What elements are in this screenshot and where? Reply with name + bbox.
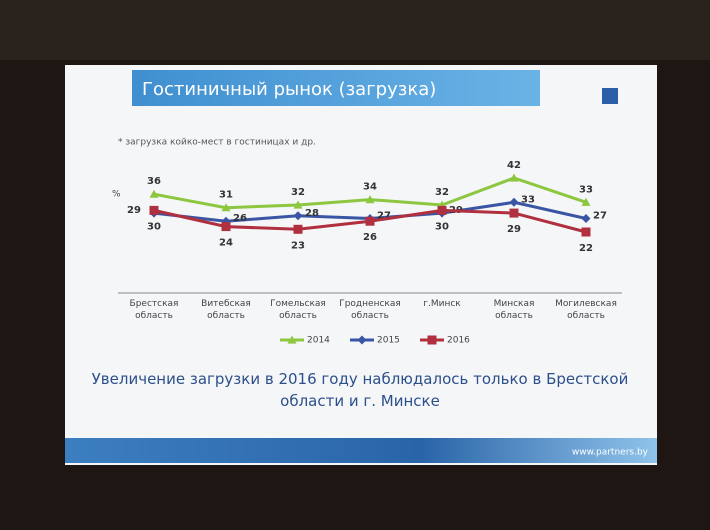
wall bbox=[0, 0, 710, 60]
marker bbox=[509, 197, 519, 207]
data-label: 30 bbox=[435, 221, 449, 232]
legend-label: 2015 bbox=[377, 336, 400, 346]
data-label: 26 bbox=[363, 232, 377, 243]
data-label: 34 bbox=[363, 182, 377, 193]
data-label: 31 bbox=[219, 190, 233, 201]
data-label: 33 bbox=[579, 184, 593, 195]
data-label: 22 bbox=[579, 243, 593, 254]
data-label: 36 bbox=[147, 176, 161, 187]
title-bar bbox=[132, 70, 540, 106]
marker bbox=[509, 208, 519, 218]
data-label: 32 bbox=[435, 187, 449, 198]
data-label: 27 bbox=[377, 211, 391, 222]
marker bbox=[293, 211, 303, 221]
marker bbox=[581, 227, 591, 237]
x-tick-label: Гомельская область bbox=[270, 299, 326, 321]
data-label: 24 bbox=[219, 238, 233, 249]
slide bbox=[65, 65, 657, 465]
marker bbox=[437, 205, 447, 215]
marker bbox=[221, 203, 231, 212]
marker bbox=[427, 335, 437, 345]
x-tick-label: г.Минск bbox=[423, 299, 461, 309]
logo-square bbox=[602, 88, 618, 104]
data-label: 23 bbox=[291, 240, 305, 251]
marker bbox=[581, 214, 591, 223]
data-label: 29 bbox=[507, 224, 521, 235]
x-tick-label: Витебская область bbox=[201, 299, 251, 321]
annotation: Увеличение загрузки в 2016 году наблюдал… bbox=[91, 370, 629, 410]
chart-title: Гостиничный рынок (загрузка) bbox=[142, 79, 436, 100]
marker bbox=[357, 335, 367, 345]
marker bbox=[149, 205, 159, 215]
x-tick-label: Гродненская область bbox=[339, 299, 401, 321]
marker bbox=[287, 335, 297, 344]
data-label: 30 bbox=[147, 221, 161, 232]
marker bbox=[293, 200, 303, 209]
footer-bar bbox=[65, 438, 657, 463]
x-tick-label: Брестская область bbox=[129, 299, 179, 321]
marker bbox=[509, 173, 519, 182]
data-label: 33 bbox=[521, 194, 535, 205]
x-tick-label: Минская область bbox=[493, 299, 535, 321]
marker bbox=[149, 189, 159, 198]
marker bbox=[365, 195, 375, 204]
marker bbox=[581, 197, 591, 206]
y-label: % bbox=[112, 190, 121, 200]
marker bbox=[221, 222, 231, 232]
marker bbox=[365, 216, 375, 226]
data-label: 28 bbox=[305, 208, 319, 219]
legend-label: 2014 bbox=[307, 336, 330, 346]
subtitle: * загрузка койко-мест в гостиницах и др. bbox=[118, 138, 316, 148]
source: www.partners.by bbox=[572, 448, 649, 458]
data-label: 27 bbox=[593, 211, 607, 222]
x-tick-label: Могилевская область bbox=[555, 299, 617, 321]
data-label: 32 bbox=[291, 187, 305, 198]
data-label: 29 bbox=[127, 205, 141, 216]
data-label: 42 bbox=[507, 160, 521, 171]
data-label: 26 bbox=[233, 213, 247, 224]
marker bbox=[293, 224, 303, 234]
legend-label: 2016 bbox=[447, 336, 470, 346]
